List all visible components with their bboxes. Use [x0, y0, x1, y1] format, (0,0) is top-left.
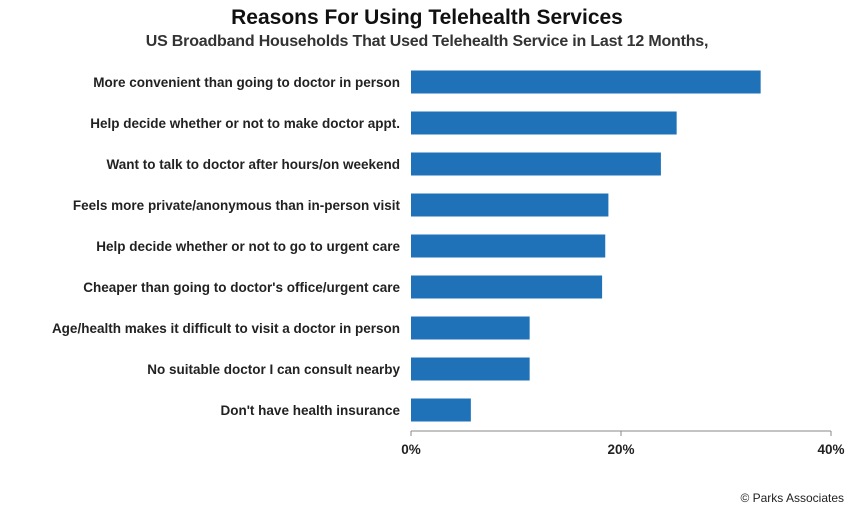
- bar: [411, 111, 677, 135]
- bar: [411, 398, 471, 422]
- chart-subtitle: US Broadband Households That Used Telehe…: [145, 33, 709, 50]
- category-label: Feels more private/anonymous than in-per…: [73, 198, 401, 213]
- copyright-credit: © Parks Associates: [740, 491, 844, 505]
- x-tick-label: 20%: [607, 442, 634, 457]
- category-label: Help decide whether or not to make docto…: [90, 116, 400, 131]
- bar: [411, 70, 761, 94]
- bar: [411, 234, 606, 258]
- category-label: Help decide whether or not to go to urge…: [96, 239, 400, 254]
- x-tick-label: 0%: [401, 442, 421, 457]
- bar: [411, 316, 530, 340]
- category-label: Don't have health insurance: [220, 403, 400, 418]
- bar: [411, 193, 609, 217]
- x-tick-label: 40%: [817, 442, 844, 457]
- bar: [411, 275, 603, 299]
- chart-title: Reasons For Using Telehealth Services: [231, 6, 623, 29]
- category-label: No suitable doctor I can consult nearby: [147, 362, 400, 377]
- bar: [411, 152, 661, 176]
- category-label: More convenient than going to doctor in …: [93, 75, 400, 90]
- category-label: Cheaper than going to doctor's office/ur…: [83, 280, 400, 295]
- bar: [411, 357, 530, 381]
- category-label: Age/health makes it difficult to visit a…: [52, 321, 400, 336]
- category-label: Want to talk to doctor after hours/on we…: [106, 157, 400, 172]
